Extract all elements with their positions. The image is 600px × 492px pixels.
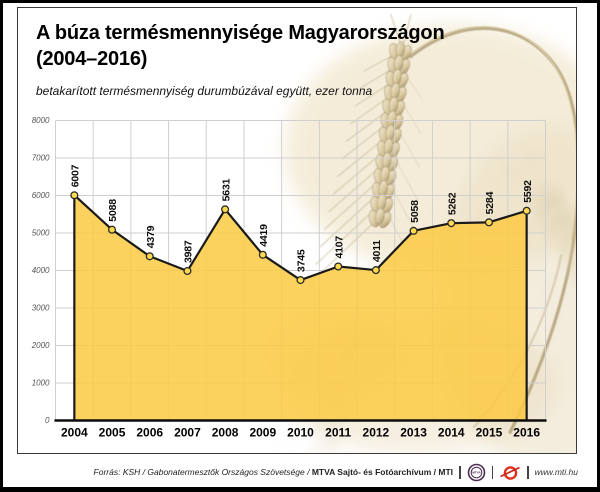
y-tick-label: 8000: [32, 116, 50, 125]
y-tick-label: 2000: [31, 341, 50, 350]
x-tick-label: 2009: [249, 426, 276, 440]
data-point-marker: [221, 205, 230, 214]
data-point-label: 6007: [70, 164, 82, 187]
data-point-label: 5284: [484, 191, 496, 214]
y-tick-label: 0: [45, 416, 50, 425]
data-point-marker: [484, 218, 494, 227]
page-title: A búza termésmennyisége Magyarországon (2…: [36, 20, 445, 72]
data-point-marker: [409, 226, 418, 235]
y-tick-label: 7000: [32, 154, 50, 163]
source-credit-bold: MTVA Sajtó- és Fotóarchívum / MTI: [311, 467, 454, 477]
y-tick-label: 6000: [32, 191, 50, 200]
y-tick-label: 5000: [32, 229, 50, 238]
x-tick-label: 2016: [513, 426, 540, 440]
x-tick-label: 2010: [287, 426, 314, 440]
website-url: www.mti.hu: [534, 467, 578, 477]
wheat-ear: [498, 144, 576, 389]
footer-divider: [491, 465, 494, 479]
source-credit-regular: Forrás: KSH / Gabonatermesztők Országos …: [93, 467, 312, 477]
data-point-marker: [70, 191, 79, 200]
y-tick-label: 4000: [32, 266, 50, 275]
data-point-marker: [145, 252, 154, 261]
x-tick-label: 2005: [99, 426, 126, 440]
mtva-logo: MTVA: [467, 463, 485, 481]
chart-subtitle: betakarított termésmennyiség durumbúzáva…: [36, 84, 373, 98]
mti-logo: [500, 465, 520, 480]
source-credit: Forrás: KSH / Gabonatermesztők Országos …: [94, 467, 453, 477]
data-point-marker: [296, 276, 305, 285]
data-point-label: 3745: [296, 249, 308, 272]
data-point-marker: [258, 250, 267, 259]
wheat-production-chart: 0 1000 2000 3000 4000 5000 6000 7000 8000 6007 200…: [31, 116, 547, 440]
data-point-marker: [183, 266, 192, 276]
x-tick-label: 2011: [325, 426, 351, 440]
footer-divider: [527, 465, 529, 479]
data-point-label: 4379: [145, 225, 157, 248]
data-point-marker: [371, 266, 380, 275]
data-point-label: 4107: [333, 236, 345, 259]
data-point-label: 5631: [220, 178, 232, 201]
data-point-label: 5088: [107, 199, 119, 222]
chart-frame: 0 1000 2000 3000 4000 5000 6000 7000 8000 6007 200…: [17, 7, 577, 454]
x-tick-label: 2007: [174, 426, 201, 440]
x-tick-label: 2006: [136, 426, 163, 440]
x-tick-label: 2004: [61, 426, 88, 440]
data-point-marker: [334, 262, 343, 271]
area-fill: [74, 195, 527, 421]
wheat-stem: [408, 26, 576, 435]
title-line1: A búza termésmennyisége Magyarországon: [36, 22, 445, 44]
data-point-label: 3987: [183, 240, 195, 263]
footer-divider: [459, 465, 461, 479]
x-tick-label: 2015: [476, 426, 503, 440]
x-tick-label: 2008: [212, 426, 239, 440]
title-line2: (2004–2016): [36, 48, 148, 70]
data-point-label: 4011: [371, 240, 383, 262]
data-point-label: 5592: [522, 180, 534, 203]
data-point-marker: [107, 225, 117, 234]
y-tick-label: 1000: [32, 379, 50, 388]
data-point-label: 4419: [258, 224, 270, 247]
y-tick-label: 3000: [32, 304, 50, 313]
mtva-logo-text: MTVA: [472, 470, 481, 474]
x-tick-label: 2014: [438, 426, 465, 440]
data-point-marker: [447, 219, 456, 228]
x-tick-label: 2012: [363, 426, 390, 440]
data-point-label: 5262: [446, 192, 458, 215]
footer: Forrás: KSH / Gabonatermesztők Országos …: [94, 460, 578, 484]
wheat-ear: [310, 13, 423, 283]
data-point-label: 5058: [409, 200, 421, 223]
data-point-marker: [522, 206, 531, 215]
x-tick-label: 2013: [400, 426, 427, 440]
